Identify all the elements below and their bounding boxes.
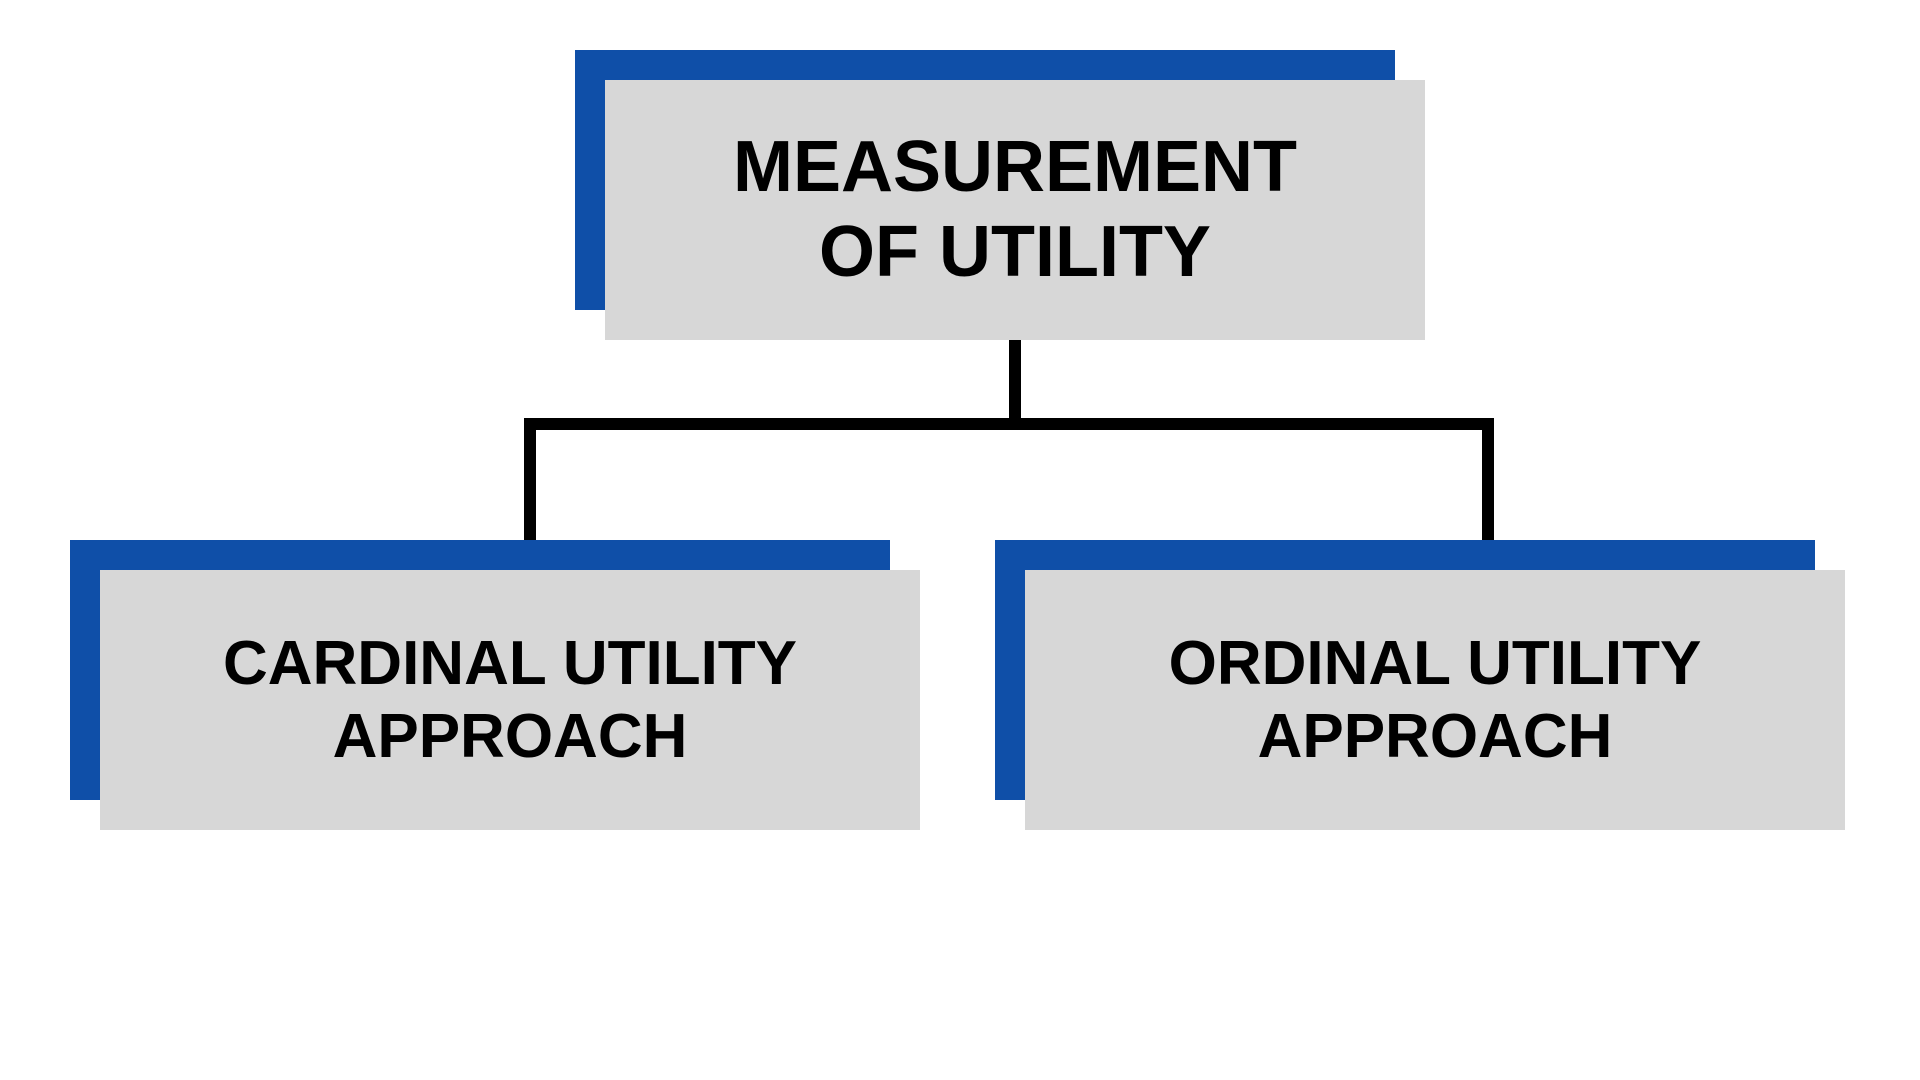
connector-trunk [1009,340,1021,430]
child-node-label-line1: CARDINAL UTILITY [223,629,797,698]
connector-hbar [524,418,1494,430]
child-node-cardinal: CARDINAL UTILITY APPROACH [100,570,920,830]
child-node-label-line2: APPROACH [1258,702,1613,771]
connector-drop-left [524,418,536,540]
diagram-canvas: MEASUREMENT OF UTILITY CARDINAL UTILITY … [0,0,1920,1080]
connector-drop-right [1482,418,1494,540]
root-node-label-line2: OF UTILITY [819,212,1211,292]
root-node-label-line1: MEASUREMENT [733,127,1297,207]
child-node-label-line2: APPROACH [333,702,688,771]
child-node-label-line1: ORDINAL UTILITY [1169,629,1702,698]
root-node: MEASUREMENT OF UTILITY [605,80,1425,340]
child-node-ordinal: ORDINAL UTILITY APPROACH [1025,570,1845,830]
